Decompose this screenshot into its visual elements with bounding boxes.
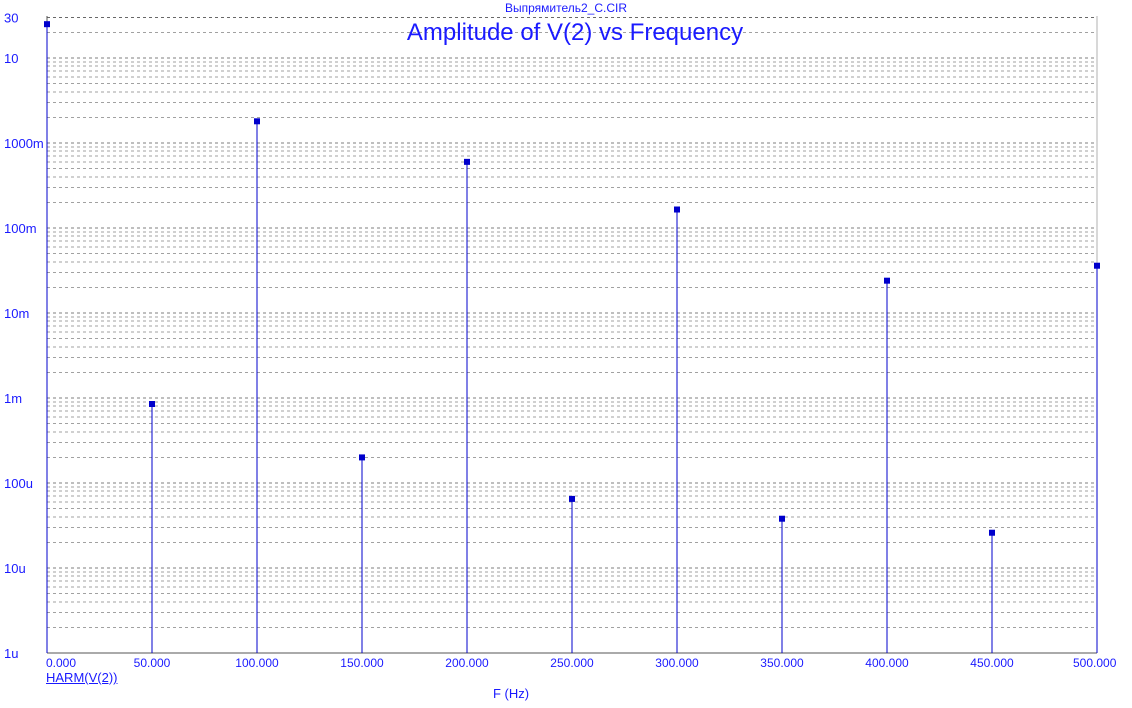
x-axis-label: F (Hz) xyxy=(492,686,530,701)
harmonic-marker xyxy=(464,158,470,165)
y-tick-label: 10u xyxy=(4,561,26,576)
harmonic-marker xyxy=(674,206,680,213)
harmonic-marker xyxy=(359,454,365,461)
harmonic-marker xyxy=(884,277,890,284)
y-tick-label: 100u xyxy=(4,476,33,491)
harmonic-marker xyxy=(254,118,260,125)
x-tick-label: 200.000 xyxy=(445,656,489,670)
legend-series-harm-v2[interactable]: HARM(V(2)) xyxy=(46,670,118,685)
harmonic-marker xyxy=(1094,262,1100,269)
y-tick-label: 10m xyxy=(4,306,29,321)
x-tick-label: 500.000 xyxy=(1073,656,1117,670)
chart-title: Amplitude of V(2) vs Frequency xyxy=(406,19,744,46)
y-tick-label: 30 xyxy=(4,10,18,25)
y-tick-label: 10 xyxy=(4,51,18,66)
x-tick-label: 100.000 xyxy=(235,656,279,670)
y-tick-label: 1u xyxy=(4,646,18,661)
harmonic-marker xyxy=(989,529,995,536)
x-tick-label: 350.000 xyxy=(760,656,804,670)
x-tick-label: 50.000 xyxy=(134,656,171,670)
y-tick-label: 100m xyxy=(4,221,37,236)
x-tick-label: 400.000 xyxy=(865,656,909,670)
x-tick-label: 250.000 xyxy=(550,656,594,670)
harmonic-marker xyxy=(779,515,785,522)
y-tick-label: 1000m xyxy=(4,136,44,151)
window-title: Выпрямитель2_C.CIR xyxy=(504,1,628,15)
harmonic-marker xyxy=(44,21,50,28)
y-tick-label: 1m xyxy=(4,391,22,406)
x-tick-label: 450.000 xyxy=(970,656,1014,670)
harmonic-marker xyxy=(569,495,575,502)
x-tick-label: 0.000 xyxy=(46,656,76,670)
x-tick-label: 150.000 xyxy=(340,656,384,670)
x-tick-label: 300.000 xyxy=(655,656,699,670)
harmonic-marker xyxy=(149,400,155,407)
harmonic-stems xyxy=(44,21,1100,653)
